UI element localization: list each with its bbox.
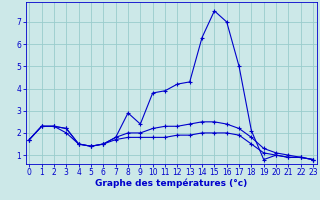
X-axis label: Graphe des températures (°c): Graphe des températures (°c) [95, 179, 247, 188]
